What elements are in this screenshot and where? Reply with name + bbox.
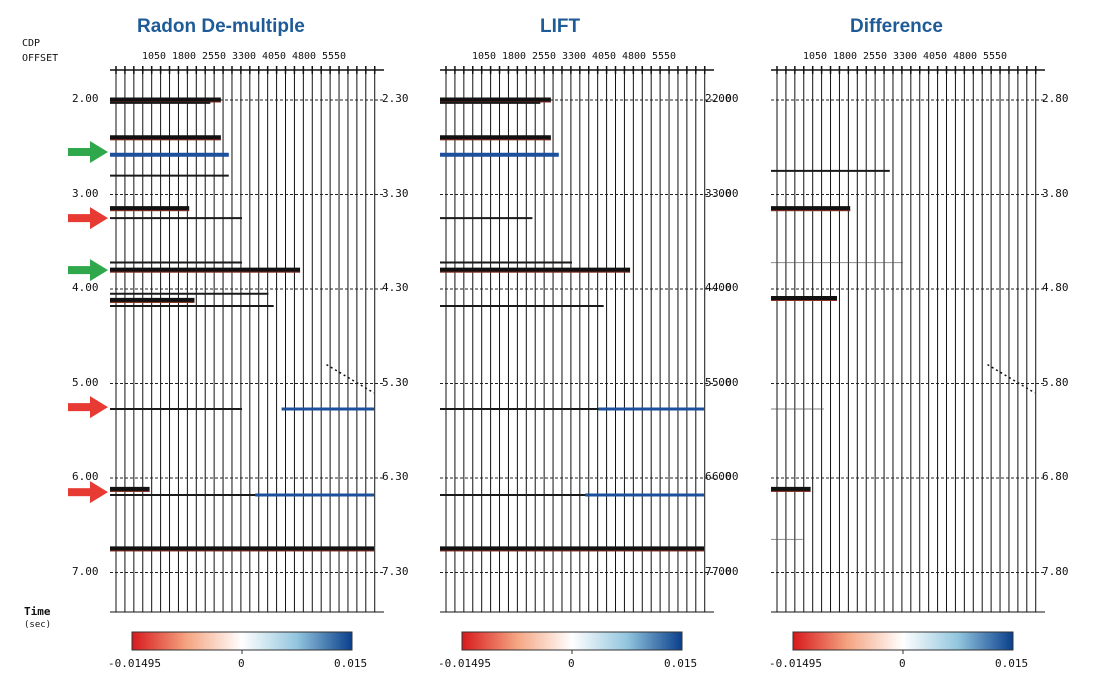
offset-tick-label-lift-3: 3300 [562,51,587,62]
right-time-label-lift-2: 4.00 [712,281,739,294]
right-time-label-difference-0: 2.80 [1042,92,1069,105]
colorbar-min-label-lift: -0.01495 [438,657,491,670]
arrow-green-0 [68,140,108,163]
right-time-label-difference-5: 7.80 [1042,564,1069,578]
offset-tick-label-difference-4: 4050 [923,51,948,62]
diagonal-event-difference [987,363,1036,394]
left-time-label-radon-2: 4.00 [72,281,99,294]
arrow-head-4 [90,481,108,504]
left-time-label-radon-4: 6.00 [72,470,99,483]
arrow-red-4 [68,481,108,504]
offset-tick-label-lift-4: 4050 [592,51,617,62]
colorbar-min-label-difference: -0.01495 [769,657,822,670]
offset-tick-label-difference-5: 4800 [953,51,978,62]
left-time-label-lift-1: 3.00 [705,186,732,200]
arrow-shaft-1 [68,214,92,223]
arrow-red-3 [68,396,108,419]
colorbar-mid-label-radon: 0 [238,657,245,670]
offset-tick-label-radon-3: 3300 [232,51,257,62]
offset-tick-label-difference-6: 5550 [983,51,1008,62]
colorbar-max-label-difference: 0.015 [995,657,1029,670]
colorbar-max-label-lift: 0.015 [664,657,698,670]
arrow-green-2 [68,259,108,282]
offset-tick-label-radon-1: 1800 [172,51,197,62]
cdp-label: CDP [22,38,41,49]
right-time-label-difference-3: 5.80 [1042,375,1069,389]
time-axis-label: Time [24,605,51,618]
right-time-label-lift-1: 3.00 [712,186,739,200]
offset-tick-label-lift-2: 2550 [532,51,557,62]
diagonal-event-radon [326,363,375,394]
right-time-label-lift-0: 2.00 [712,92,739,105]
right-time-label-difference-4: 6.80 [1042,470,1069,483]
left-time-label-radon-1: 3.00 [72,186,99,200]
offset-tick-label-radon-4: 4050 [262,51,287,62]
left-time-label-lift-4: 6.00 [705,470,732,483]
colorbar-difference [792,631,1014,651]
right-time-label-radon-1: 3.30 [382,186,409,200]
offset-tick-label-lift-6: 5550 [652,51,677,62]
offset-tick-label-difference-0: 1050 [803,51,828,62]
arrow-shaft-2 [68,266,92,275]
left-time-label-radon-0: 2.00 [72,92,99,105]
right-time-label-radon-2: 4.30 [382,281,409,294]
arrow-head-1 [90,207,108,230]
right-time-label-radon-3: 5.30 [382,375,409,389]
left-time-label-radon-3: 5.00 [72,375,99,389]
offset-tick-label-radon-5: 4800 [292,51,317,62]
arrow-shaft-4 [68,488,92,497]
offset-tick-label-radon-6: 5550 [322,51,347,62]
colorbar-mid-label-difference: 0 [899,657,906,670]
right-time-label-radon-5: 7.30 [382,564,409,578]
arrow-shaft-3 [68,403,92,412]
colorbar-min-label-radon: -0.01495 [108,657,161,670]
panel-title-lift: LIFT [540,16,581,37]
offset-tick-label-lift-1: 1800 [502,51,527,62]
colorbar-mid-label-lift: 0 [568,657,575,670]
left-time-label-lift-3: 5.00 [705,375,732,389]
offset-tick-label-difference-2: 2550 [863,51,888,62]
offset-tick-label-difference-3: 3300 [893,51,918,62]
right-time-label-lift-4: 6.00 [712,470,739,483]
arrow-red-1 [68,207,108,230]
arrow-head-3 [90,396,108,419]
arrow-head-0 [90,140,108,163]
offset-tick-label-radon-2: 2550 [202,51,227,62]
colorbar-max-label-radon: 0.015 [334,657,368,670]
panel-title-difference: Difference [850,16,943,37]
left-time-label-lift-0: 2.00 [705,92,732,105]
colorbar-radon [131,631,353,651]
offset-tick-label-difference-1: 1800 [833,51,858,62]
right-time-label-radon-4: 6.30 [382,470,409,483]
offset-tick-label-lift-5: 4800 [622,51,647,62]
right-time-label-lift-3: 5.00 [712,375,739,389]
right-time-label-difference-2: 4.80 [1042,281,1069,294]
panel-title-radon: Radon De-multiple [137,16,305,37]
time-unit-label: (sec) [24,620,52,630]
right-time-label-radon-0: 2.30 [382,92,409,105]
right-time-label-difference-1: 3.80 [1042,186,1069,200]
left-time-label-radon-5: 7.00 [72,564,99,578]
colorbar-lift [461,631,683,651]
offset-tick-label-radon-0: 1050 [142,51,167,62]
arrow-shaft-0 [68,147,92,156]
left-time-label-lift-2: 4.00 [705,281,732,294]
right-time-label-lift-5: 7.00 [712,564,739,578]
offset-label: OFFSET [22,53,59,64]
offset-tick-label-lift-0: 1050 [472,51,497,62]
left-time-label-lift-5: 7.00 [705,564,732,578]
arrow-head-2 [90,259,108,282]
